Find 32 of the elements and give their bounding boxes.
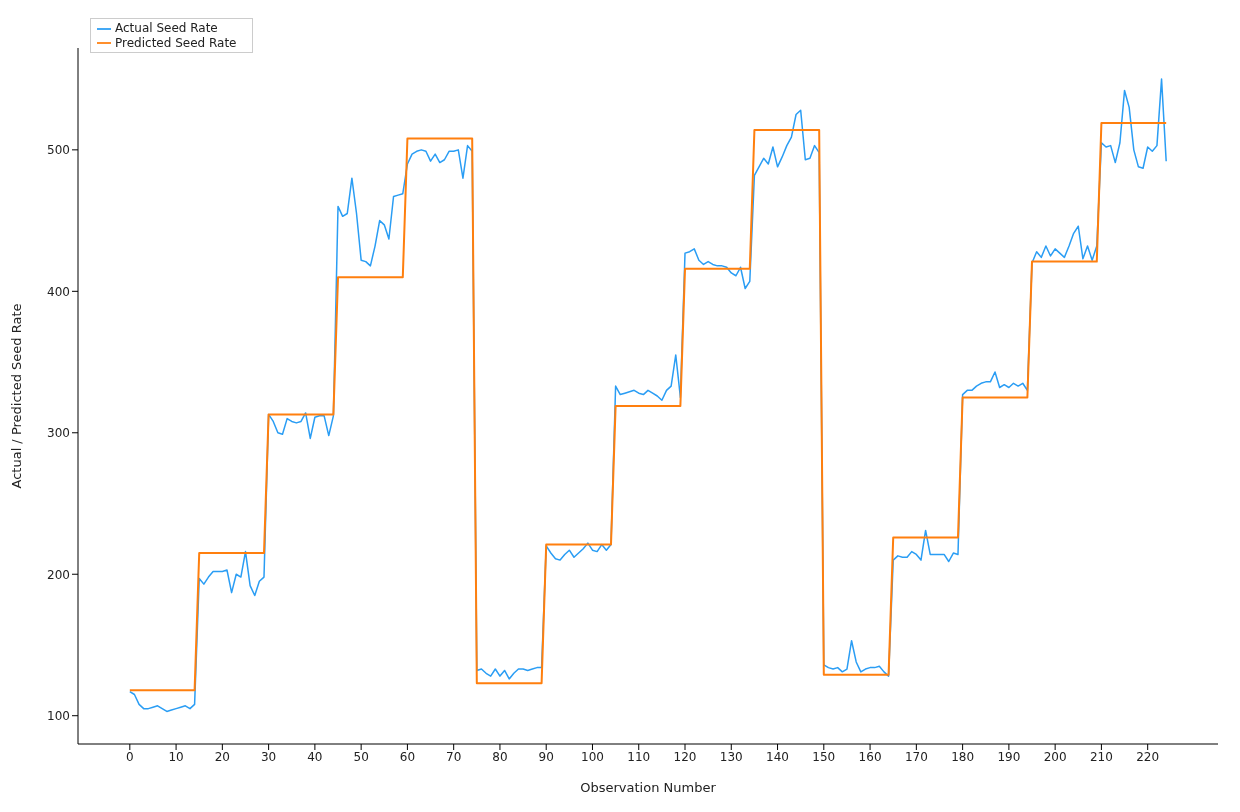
x-tick-label: 130: [719, 749, 743, 764]
x-tick-label: 200: [1043, 749, 1067, 764]
legend-label: Actual Seed Rate: [115, 21, 218, 35]
x-tick-label: 140: [766, 749, 789, 764]
x-tick-label: 60: [399, 749, 416, 764]
x-tick-label: 10: [168, 749, 184, 764]
y-tick-label: 500: [47, 143, 70, 158]
x-tick-label: 80: [492, 749, 508, 764]
x-tick-label: 50: [353, 749, 369, 764]
x-tick-label: 40: [307, 749, 323, 764]
x-tick-label: 0: [126, 749, 134, 764]
x-tick-label: 160: [858, 749, 882, 764]
x-tick-label: 120: [673, 749, 697, 764]
x-tick-label: 90: [538, 749, 554, 764]
x-tick-label: 180: [951, 749, 975, 764]
x-tick-label: 70: [446, 749, 462, 764]
y-tick-label: 100: [47, 708, 70, 723]
y-axis-title: Actual / Predicted Seed Rate: [8, 303, 24, 489]
x-axis-title: Observation Number: [580, 780, 717, 795]
x-tick-label: 100: [581, 749, 604, 764]
x-tick-label: 30: [260, 749, 277, 764]
x-tick-label: 170: [904, 749, 928, 764]
x-tick-label: 110: [627, 749, 651, 764]
y-tick-label: 200: [47, 567, 70, 582]
x-tick-label: 190: [997, 749, 1021, 764]
legend-label: Predicted Seed Rate: [115, 35, 237, 50]
y-tick-label: 300: [47, 426, 70, 441]
y-tick-label: 400: [47, 284, 70, 299]
x-tick-label: 210: [1089, 749, 1113, 764]
x-tick-label: 220: [1136, 749, 1160, 764]
x-tick-label: 20: [214, 749, 230, 764]
x-tick-label: 150: [812, 749, 836, 764]
